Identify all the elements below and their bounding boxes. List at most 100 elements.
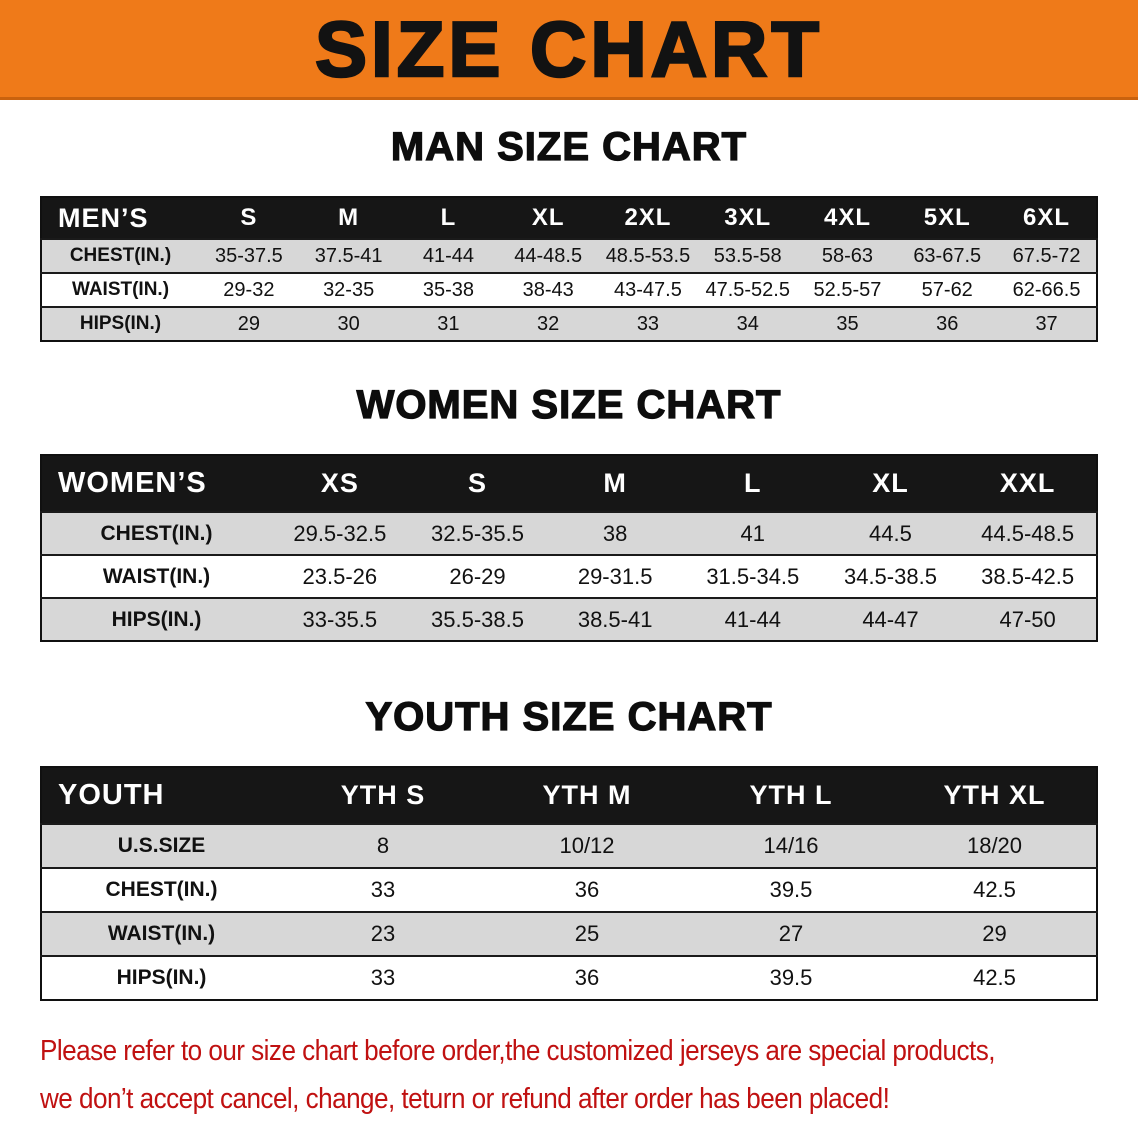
table-row: HIPS(IN.) 33-35.5 35.5-38.5 38.5-41 41-44 44-… [41, 598, 1097, 641]
row-label: WAIST(IN.) [102, 564, 211, 588]
youth-size-table: YOUTH YTH S YTH M YTH L YTH XL U.S.SIZE 8 10/12… [40, 766, 1098, 1001]
row-label: CHEST(IN.) [105, 878, 218, 901]
size-value-cell: 14/16 [763, 833, 819, 858]
size-column-header: M [603, 468, 627, 498]
row-label: HIPS(IN.) [79, 313, 162, 334]
size-value-cell: 43-47.5 [614, 278, 682, 301]
size-column-header: 6XL [1023, 204, 1071, 231]
size-column-header: 2XL [624, 204, 672, 231]
size-value-cell: 25 [574, 921, 600, 946]
size-value-cell: 29 [982, 921, 1007, 946]
table-row: CHEST(IN.) 33 36 39.5 42.5 [41, 868, 1097, 912]
size-value-cell: 44-47 [862, 606, 919, 632]
size-value-cell: 62-66.5 [1012, 278, 1081, 301]
size-value-cell: 38 [602, 520, 628, 546]
size-value-cell: 26-29 [449, 563, 506, 589]
size-column-header: M [338, 204, 360, 231]
size-value-cell: 27 [778, 921, 804, 946]
size-value-cell: 35 [836, 312, 859, 335]
size-value-cell: 31.5-34.5 [706, 563, 800, 589]
table-row: WAIST(IN.) 23.5-26 26-29 29-31.5 31.5-34.5 34… [41, 555, 1097, 598]
size-column-header: YTH XL [943, 780, 1046, 810]
row-label: HIPS(IN.) [116, 966, 207, 989]
size-value-cell: 8 [376, 833, 390, 858]
size-value-cell: 29.5-32.5 [293, 520, 387, 546]
women-size-table: WOMEN’S XS S M L XL XXL CHEST(IN.) 29.5-32.5 32.5… [40, 454, 1098, 642]
size-value-cell: 37.5-41 [314, 244, 383, 267]
row-label: CHEST(IN.) [100, 521, 213, 545]
footer-note: Please refer to our size chart before or… [40, 1027, 1028, 1123]
size-column-header: YTH M [542, 780, 632, 810]
women-size-chart-section: WOMEN SIZE CHART WOMEN’S XS S M L XL XXL CHEST(… [0, 382, 1138, 642]
table-row: CHEST(IN.) 35-37.5 37.5-41 41-44 44-48.5 48.5… [41, 239, 1097, 273]
table-row: WAIST(IN.) 23 25 27 29 [41, 912, 1097, 956]
women-size-chart-title: WOMEN SIZE CHART [356, 382, 782, 427]
size-value-cell: 67.5-72 [1012, 244, 1081, 267]
youth-size-chart-title: YOUTH SIZE CHART [365, 694, 773, 739]
size-value-cell: 47.5-52.5 [705, 278, 790, 301]
men-size-table: MEN’S S M L XL 2XL 3XL 4XL 5XL 6XL CHEST(IN.) 35-37… [40, 196, 1098, 342]
table-category-header: WOMEN’S [58, 467, 207, 499]
size-value-cell: 34 [736, 312, 759, 335]
page-title: SIZE CHART [314, 4, 823, 93]
size-column-header: XXL [999, 468, 1056, 498]
size-value-cell: 37 [1035, 312, 1058, 335]
size-value-cell: 29-31.5 [577, 563, 653, 589]
table-row: HIPS(IN.) 29 30 31 32 33 34 35 36 37 [41, 307, 1097, 341]
size-value-cell: 41-44 [422, 244, 474, 267]
size-column-header: YTH S [340, 780, 426, 810]
size-value-cell: 33 [370, 877, 396, 902]
size-column-header: YTH L [749, 780, 833, 810]
banner: SIZE CHART [0, 0, 1138, 100]
size-value-cell: 44-48.5 [514, 244, 583, 267]
size-value-cell: 35-38 [422, 278, 474, 301]
size-value-cell: 44.5 [869, 520, 912, 546]
size-value-cell: 36 [936, 312, 959, 335]
size-value-cell: 42.5 [973, 965, 1016, 990]
table-header-row: YOUTH YTH S YTH M YTH L YTH XL [41, 767, 1097, 824]
size-column-header: 4XL [823, 204, 871, 231]
size-value-cell: 30 [337, 312, 360, 335]
table-header-row: WOMEN’S XS S M L XL XXL [41, 455, 1097, 512]
size-column-header: L [440, 204, 457, 231]
size-value-cell: 29 [237, 312, 260, 335]
table-header-row: MEN’S S M L XL 2XL 3XL 4XL 5XL 6XL [41, 197, 1097, 239]
size-value-cell: 23.5-26 [302, 563, 378, 589]
size-value-cell: 48.5-53.5 [605, 244, 691, 267]
size-value-cell: 36 [574, 877, 600, 902]
size-value-cell: 36 [574, 965, 600, 990]
size-value-cell: 35.5-38.5 [431, 606, 524, 632]
size-column-header: L [744, 468, 762, 498]
size-value-cell: 58-63 [821, 244, 874, 267]
size-value-cell: 42.5 [973, 877, 1016, 902]
size-value-cell: 33 [370, 965, 396, 990]
size-column-header: 5XL [923, 204, 971, 231]
size-value-cell: 57-62 [921, 278, 973, 301]
man-size-chart-section: MAN SIZE CHART MEN’S S M L XL 2XL 3XL 4XL 5XL 6XL… [0, 124, 1138, 342]
size-value-cell: 52.5-57 [813, 278, 882, 301]
table-row: CHEST(IN.) 29.5-32.5 32.5-35.5 38 41 44.5 44.5… [41, 512, 1097, 555]
size-value-cell: 39.5 [769, 965, 813, 990]
size-value-cell: 41 [740, 520, 766, 546]
row-label: WAIST(IN.) [71, 279, 170, 300]
size-value-cell: 44.5-48.5 [981, 520, 1075, 546]
row-label: CHEST(IN.) [69, 245, 172, 266]
size-value-cell: 39.5 [769, 877, 813, 902]
row-label: HIPS(IN.) [111, 607, 202, 631]
size-value-cell: 29-32 [223, 278, 275, 301]
size-value-cell: 34.5-38.5 [843, 563, 937, 589]
size-value-cell: 10/12 [559, 833, 615, 858]
footer-note-line-1: Please refer to our size chart before or… [40, 1035, 995, 1067]
table-category-header: MEN’S [58, 202, 149, 233]
size-value-cell: 53.5-58 [713, 244, 782, 267]
size-value-cell: 38.5-41 [577, 606, 653, 632]
size-value-cell: 35-37.5 [214, 244, 283, 267]
size-chart-content: MAN SIZE CHART MEN’S S M L XL 2XL 3XL 4XL 5XL 6XL… [0, 124, 1138, 1123]
size-value-cell: 18/20 [966, 833, 1023, 858]
size-column-header: XS [320, 468, 359, 498]
table-category-header: YOUTH [58, 779, 165, 811]
size-value-cell: 32 [537, 312, 560, 335]
size-value-cell: 38-43 [522, 278, 574, 301]
footer-note-line-2: we don’t accept cancel, change, teturn o… [40, 1083, 890, 1115]
size-value-cell: 47-50 [999, 606, 1056, 632]
